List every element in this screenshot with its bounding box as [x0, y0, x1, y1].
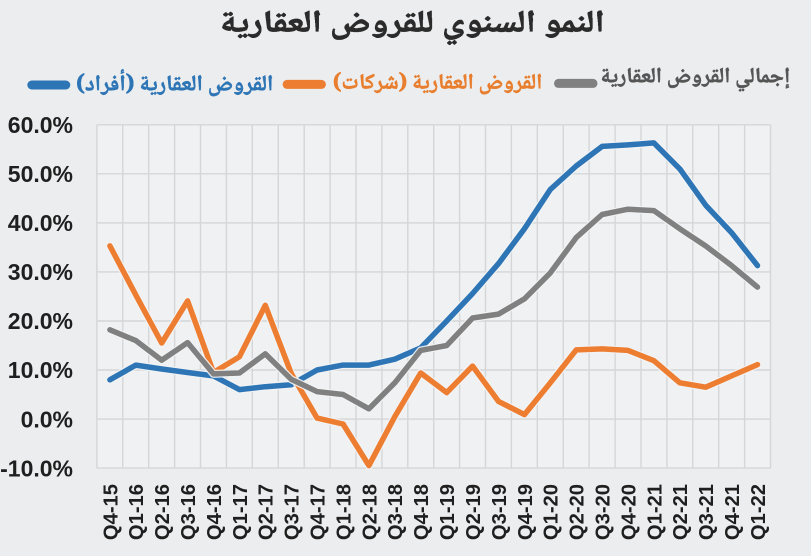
svg-text:Q3-19: Q3-19: [489, 484, 511, 540]
svg-text:Q2-18: Q2-18: [359, 484, 381, 540]
svg-text:Q1-22: Q1-22: [748, 484, 770, 540]
svg-text:Q4-17: Q4-17: [308, 484, 330, 540]
svg-text:Q3-17: Q3-17: [282, 484, 304, 540]
svg-text:Q4-18: Q4-18: [411, 484, 433, 540]
svg-text:Q4-19: Q4-19: [515, 484, 537, 540]
svg-text:60.0%: 60.0%: [8, 112, 73, 138]
svg-text:40.0%: 40.0%: [8, 210, 73, 236]
svg-text:Q3-18: Q3-18: [385, 484, 407, 540]
svg-text:10.0%: 10.0%: [8, 357, 73, 383]
svg-text:50.0%: 50.0%: [8, 161, 73, 187]
svg-text:Q1-17: Q1-17: [230, 484, 252, 540]
svg-text:Q2-19: Q2-19: [463, 484, 485, 540]
svg-text:Q2-20: Q2-20: [567, 484, 589, 540]
svg-text:20.0%: 20.0%: [8, 308, 73, 334]
svg-text:Q1-20: Q1-20: [541, 484, 563, 540]
svg-text:Q2-21: Q2-21: [670, 484, 692, 540]
svg-text:Q1-18: Q1-18: [333, 484, 355, 540]
svg-text:0.0%: 0.0%: [21, 406, 73, 432]
svg-text:-10.0%: -10.0%: [0, 455, 73, 481]
svg-text:Q3-16: Q3-16: [178, 484, 200, 540]
svg-text:Q2-16: Q2-16: [152, 484, 174, 540]
svg-text:Q4-16: Q4-16: [204, 484, 226, 540]
svg-text:Q4-15: Q4-15: [100, 484, 122, 540]
svg-text:Q3-21: Q3-21: [696, 484, 718, 540]
svg-text:Q1-16: Q1-16: [126, 484, 148, 540]
svg-text:Q1-19: Q1-19: [437, 484, 459, 540]
svg-text:Q3-20: Q3-20: [593, 484, 615, 540]
svg-text:30.0%: 30.0%: [8, 259, 73, 285]
svg-text:Q4-21: Q4-21: [722, 484, 744, 540]
svg-text:Q1-21: Q1-21: [644, 484, 666, 540]
svg-text:Q2-17: Q2-17: [256, 484, 278, 540]
svg-text:Q4-20: Q4-20: [618, 484, 640, 540]
